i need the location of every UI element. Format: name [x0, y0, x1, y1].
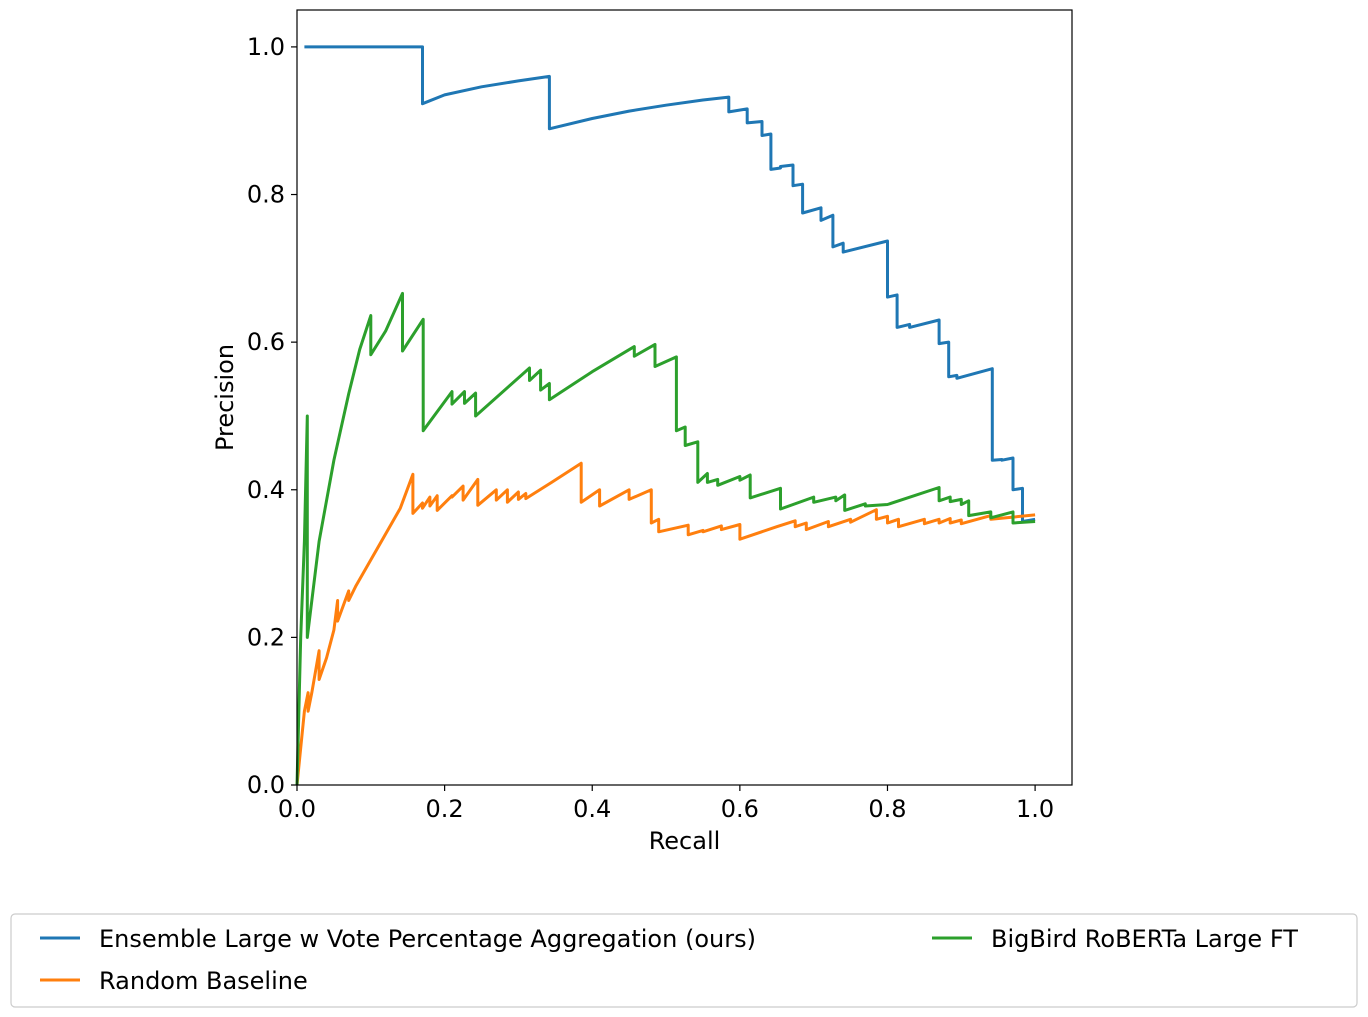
legend-box [10, 913, 1358, 1008]
plot-lines [295, 45, 1036, 786]
x-axis-ticks: 0.0 0.2 0.4 0.6 0.8 1.0 [278, 785, 1054, 823]
y-axis-ticks: 0.0 0.2 0.4 0.6 0.8 1.0 [247, 33, 297, 799]
legend: Ensemble Large w Vote Percentage Aggrega… [10, 913, 1358, 1008]
x-tick-label: 0.4 [573, 795, 611, 823]
x-tick-label: 1.0 [1016, 795, 1054, 823]
y-tick-label: 1.0 [247, 33, 285, 61]
series-line-ensemble [304, 45, 1036, 523]
legend-label-ensemble: Ensemble Large w Vote Percentage Aggrega… [99, 925, 756, 953]
y-tick-label: 0.4 [247, 476, 285, 504]
y-tick-label: 0.8 [247, 181, 285, 209]
y-tick-label: 0.2 [247, 623, 285, 651]
x-tick-label: 0.2 [426, 795, 464, 823]
series-line-random-baseline [295, 461, 1036, 786]
x-tick-label: 0.8 [868, 795, 906, 823]
y-tick-label: 0.6 [247, 328, 285, 356]
y-axis-label: Precision [211, 344, 239, 451]
plot-frame [296, 9, 1073, 786]
legend-label-random-baseline: Random Baseline [99, 967, 308, 995]
x-tick-label: 0.0 [278, 795, 316, 823]
y-tick-label: 0.0 [247, 771, 285, 799]
legend-label-bigbird: BigBird RoBERTa Large FT [991, 925, 1298, 953]
x-tick-label: 0.6 [721, 795, 759, 823]
x-axis-label: Recall [649, 827, 721, 855]
series-line-bigbird [295, 291, 1036, 786]
